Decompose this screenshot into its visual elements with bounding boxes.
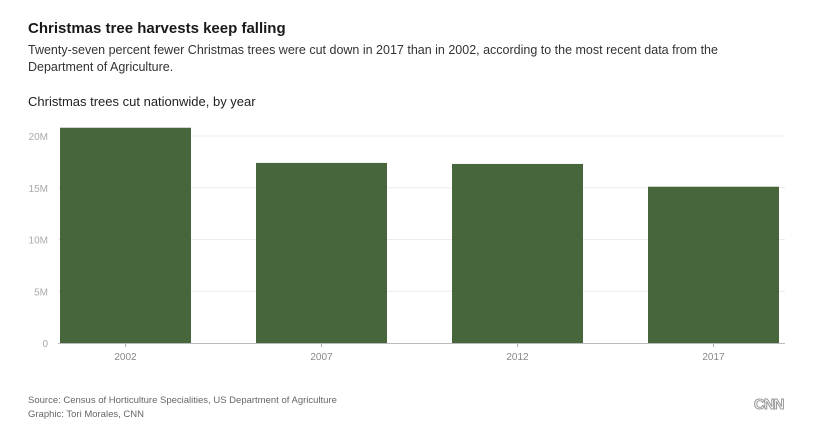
- y-tick-label: 20M: [29, 132, 48, 143]
- x-tick-label: 2012: [506, 352, 529, 363]
- chart-subtitle: Twenty-seven percent fewer Christmas tre…: [28, 43, 718, 74]
- cnn-logo: CNN: [754, 396, 785, 414]
- credit-note: Graphic: Tori Morales, CNN: [28, 409, 144, 420]
- x-tick-label: 2007: [310, 352, 333, 363]
- bar-2012: [452, 163, 583, 343]
- y-tick-label: 5M: [34, 287, 48, 298]
- x-tick-label: 2002: [114, 352, 137, 363]
- x-tick-label: 2017: [702, 352, 725, 363]
- y-tick-label: 15M: [29, 184, 48, 195]
- y-tick-label: 10M: [29, 236, 48, 247]
- bar-2002: [60, 127, 191, 343]
- chart-title: Christmas trees cut nationwide, by year: [28, 94, 256, 109]
- y-tick-label: 0: [42, 339, 48, 350]
- bar-2017: [648, 186, 779, 343]
- chart-headline: Christmas tree harvests keep falling: [28, 20, 286, 37]
- source-note: Source: Census of Horticulture Specialit…: [28, 395, 337, 406]
- bar-2007: [256, 162, 387, 343]
